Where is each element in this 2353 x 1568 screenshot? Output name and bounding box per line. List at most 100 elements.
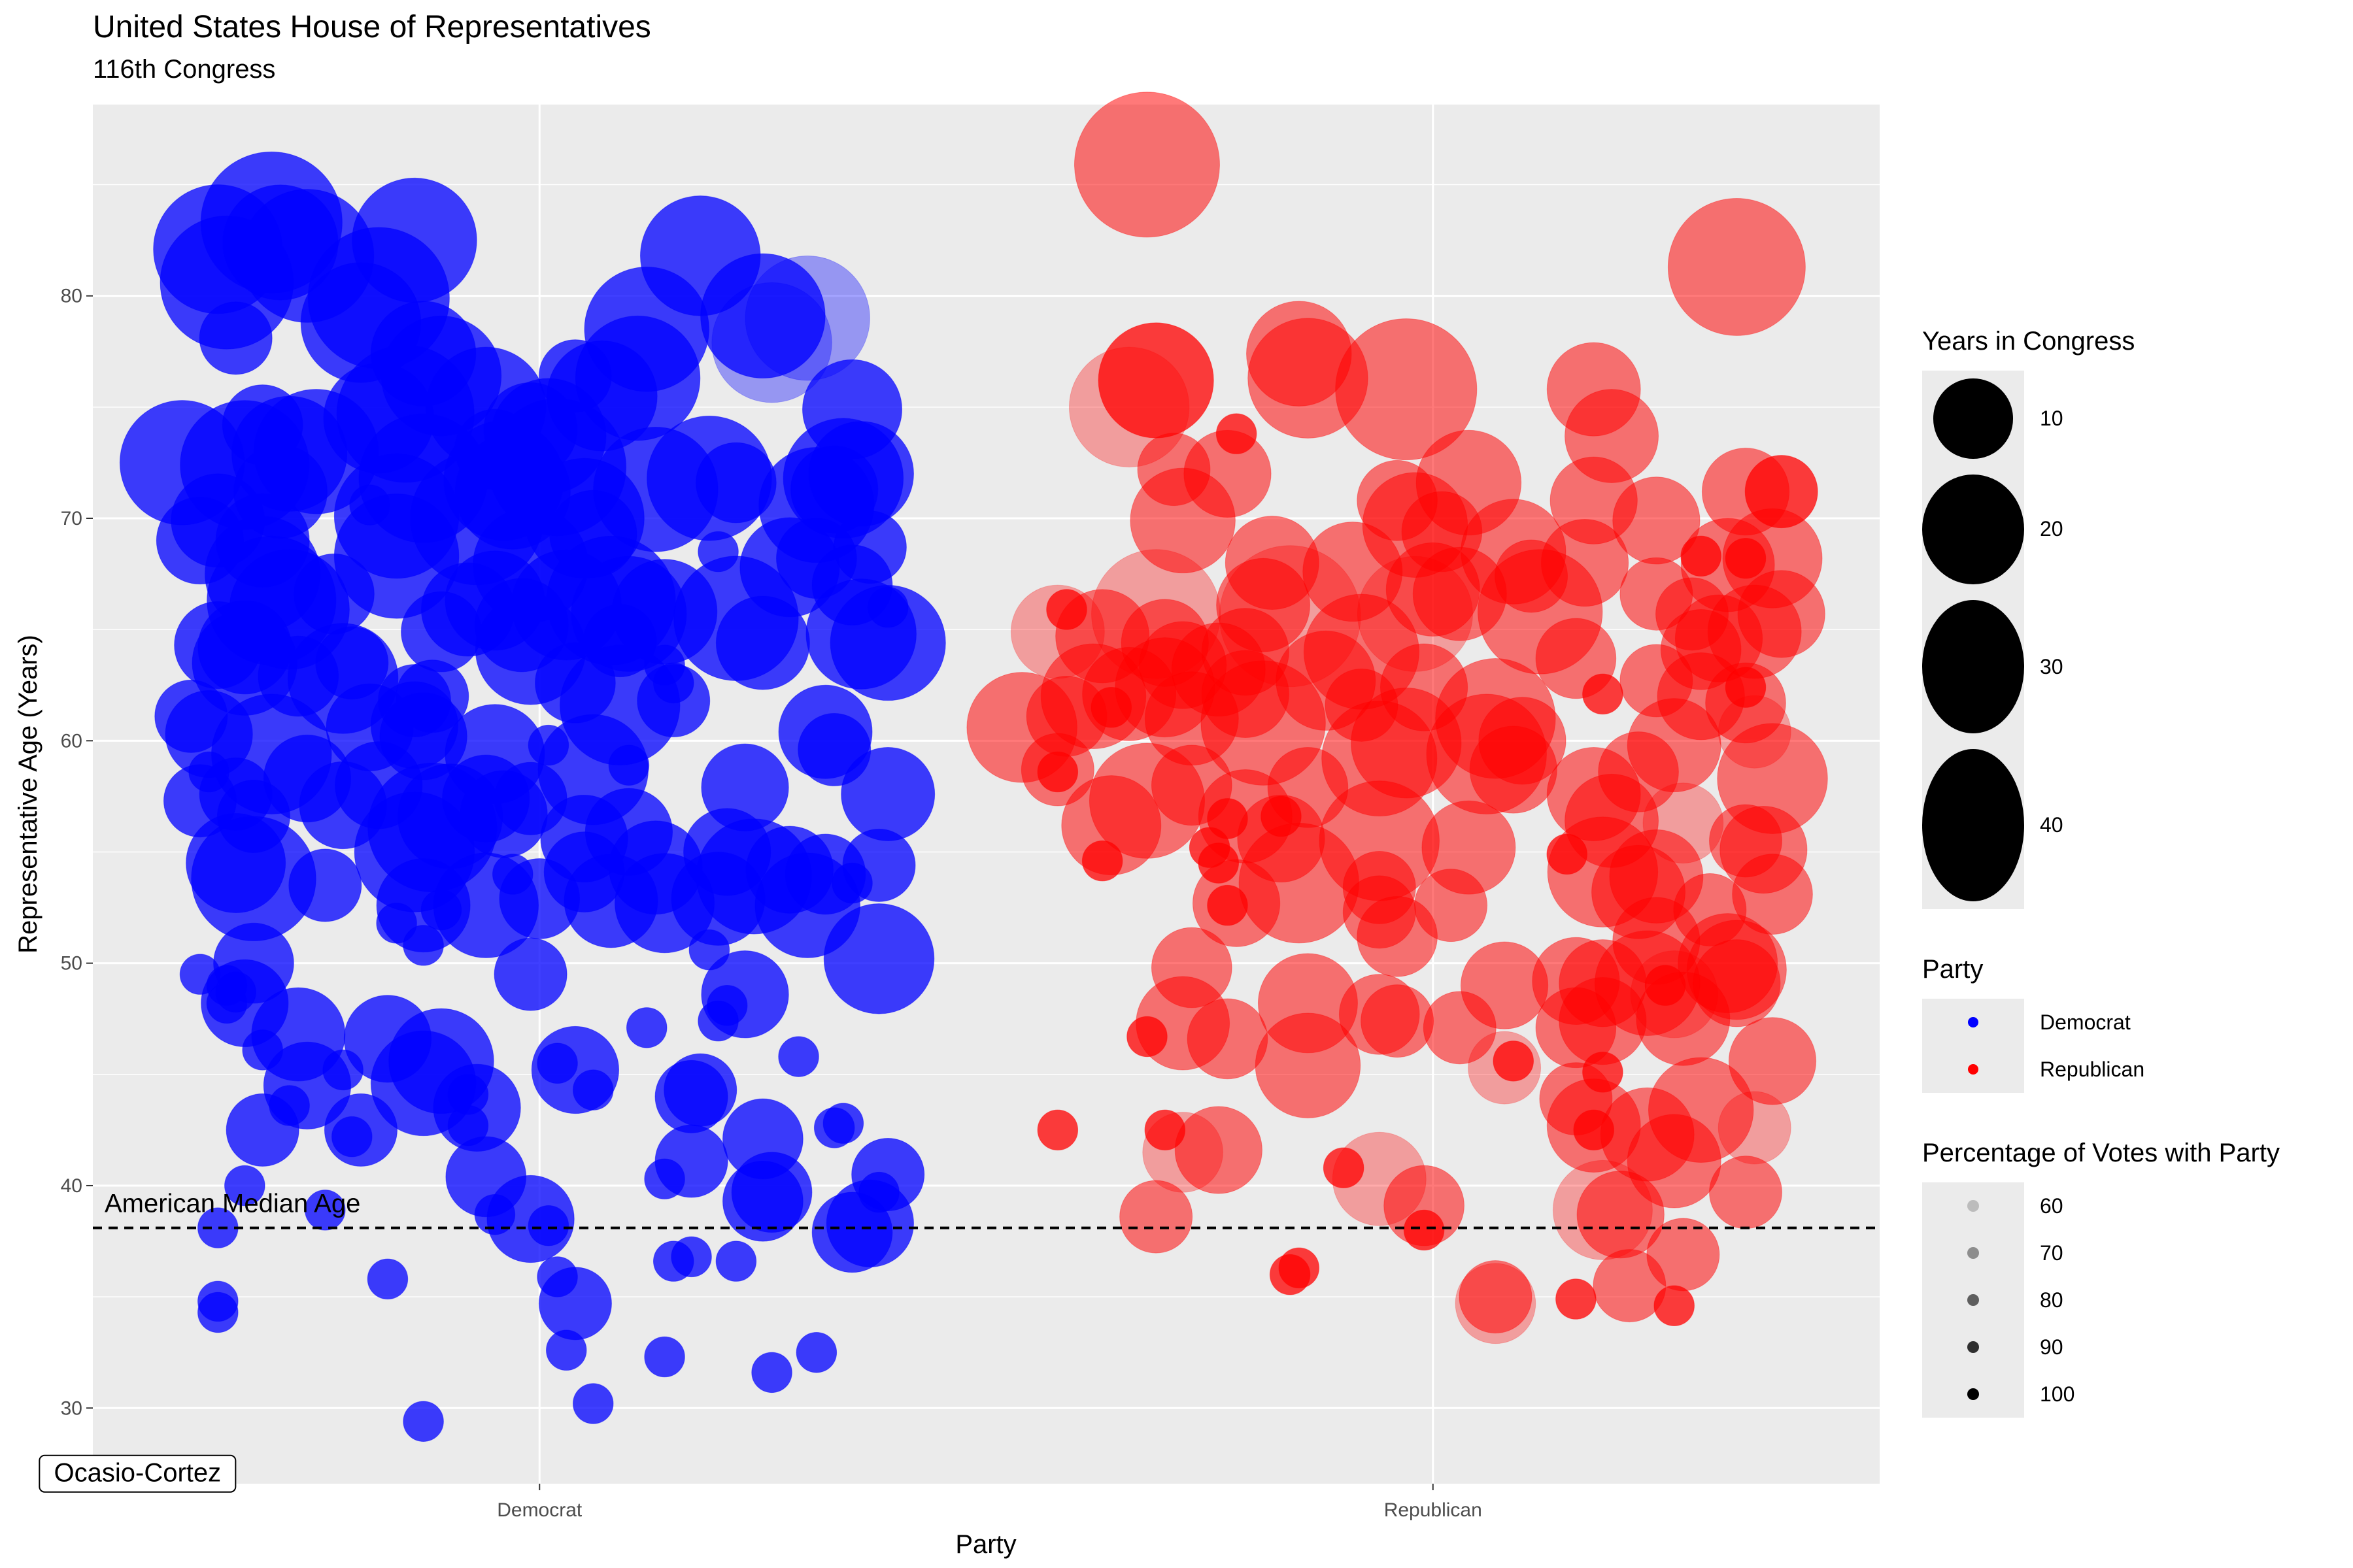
data-point-republican <box>1403 1209 1445 1251</box>
legend-size: Years in Congress 10 20 30 40 <box>1922 327 2341 910</box>
data-point-democrat <box>830 584 946 701</box>
x-tick-label: Democrat <box>497 1499 583 1521</box>
data-point-republican <box>1644 965 1686 1006</box>
legend-size-key <box>1922 466 2024 593</box>
legend-alpha: Percentage of Votes with Party 60 70 80 90 1… <box>1922 1139 2341 1418</box>
y-tick-label: 60 <box>61 730 82 752</box>
legend-alpha-label: 80 <box>2040 1288 2063 1312</box>
legend-size-label: 10 <box>2040 406 2063 430</box>
data-point-democrat <box>349 484 390 525</box>
data-point-democrat <box>537 1043 578 1084</box>
legend-size-label: 30 <box>2040 654 2063 678</box>
legend-alpha-dot <box>1967 1200 1979 1212</box>
data-point-republican <box>1074 92 1220 238</box>
data-point-republican <box>1046 589 1087 630</box>
data-point-republican <box>1144 1109 1186 1151</box>
y-tick-label: 30 <box>61 1397 82 1419</box>
data-point-democrat <box>700 253 826 379</box>
data-point-democrat <box>778 1036 819 1077</box>
data-point-republican <box>1207 884 1248 926</box>
legend-alpha-key <box>1922 1182 2024 1230</box>
data-point-democrat <box>528 1205 569 1246</box>
chart-subtitle: 116th Congress <box>93 55 276 84</box>
data-point-democrat <box>322 1049 364 1091</box>
data-point-democrat <box>537 1256 578 1297</box>
data-point-democrat <box>608 744 650 786</box>
legend-alpha-label: 90 <box>2040 1335 2063 1359</box>
data-point-republican <box>1459 1260 1532 1334</box>
data-point-republican <box>1119 1180 1193 1254</box>
data-point-republican <box>1098 322 1214 439</box>
data-point-republican <box>1126 1016 1168 1058</box>
data-point-democrat <box>751 1352 792 1393</box>
data-point-democrat <box>715 595 810 690</box>
data-point-democrat <box>188 751 229 793</box>
data-point-republican <box>1725 667 1767 708</box>
data-point-democrat <box>722 1160 804 1242</box>
data-point-democrat <box>403 1401 444 1442</box>
data-point-democrat <box>224 1165 265 1207</box>
data-point-democrat <box>652 662 694 704</box>
legend-party-dot <box>1968 1064 1978 1075</box>
data-point-republican <box>1414 869 1488 942</box>
y-tick-label: 70 <box>61 508 82 529</box>
y-tick-label: 80 <box>61 286 82 307</box>
legend-alpha-label: 100 <box>2040 1382 2075 1406</box>
legend-size-key <box>1922 592 2024 741</box>
data-point-republican <box>1725 538 1767 579</box>
legend-size-label: 40 <box>2040 813 2063 837</box>
legend-alpha-key <box>1922 1371 2024 1418</box>
annotation-label: Ocasio-Cortez <box>54 1459 222 1488</box>
data-point-republican <box>1582 1052 1623 1093</box>
data-point-democrat <box>688 929 730 971</box>
data-point-democrat <box>572 1069 614 1110</box>
data-point-democrat <box>858 1171 900 1213</box>
data-point-republican <box>1653 1285 1695 1326</box>
legend-size-label: 20 <box>2040 517 2063 541</box>
data-point-republican <box>1546 833 1587 875</box>
legend-alpha-dot <box>1967 1294 1979 1307</box>
legend-party: Party Democrat Republican <box>1922 955 2341 1093</box>
legend-alpha-item: 70 <box>1922 1229 2341 1277</box>
data-point-republican <box>1709 1156 1783 1229</box>
data-point-democrat <box>305 1190 346 1231</box>
legend-size-key <box>1922 741 2024 910</box>
data-point-democrat <box>403 925 444 966</box>
data-point-democrat <box>802 359 903 459</box>
data-point-democrat <box>654 1059 728 1133</box>
data-point-democrat <box>626 1007 668 1048</box>
legend-party-title: Party <box>1922 955 1984 984</box>
legend-alpha-label: 60 <box>2040 1193 2063 1218</box>
legend-size-item: 30 <box>1922 592 2341 741</box>
x-tick-label: Republican <box>1384 1499 1482 1521</box>
legend-alpha-item: 60 <box>1922 1182 2341 1230</box>
data-point-democrat <box>644 1336 685 1378</box>
data-point-democrat <box>269 1085 310 1126</box>
data-point-democrat <box>420 889 462 931</box>
data-point-democrat <box>199 301 273 375</box>
legend-size-item: 10 <box>1922 371 2341 467</box>
data-point-democrat <box>811 1192 893 1273</box>
x-tick-labels: Democrat Republican <box>497 1484 1482 1521</box>
x-axis-title: Party <box>955 1530 1016 1559</box>
data-point-democrat <box>841 747 936 841</box>
data-point-democrat <box>711 282 832 403</box>
legend-alpha-dot <box>1967 1388 1979 1401</box>
data-point-democrat <box>715 1241 757 1282</box>
data-point-republican <box>1255 1012 1361 1118</box>
data-point-democrat <box>698 1000 739 1042</box>
data-point-democrat <box>367 1258 409 1300</box>
legend-size-item: 20 <box>1922 466 2341 593</box>
legend-party-label: Republican <box>2040 1057 2145 1081</box>
y-tick-labels: 30 40 50 60 70 80 <box>61 286 93 1419</box>
data-points <box>119 92 1828 1442</box>
legend-alpha-dot <box>1967 1247 1979 1259</box>
data-point-democrat <box>197 1292 239 1333</box>
data-point-republican <box>1718 1091 1791 1165</box>
data-point-republican <box>1680 535 1721 577</box>
data-point-democrat <box>528 724 569 766</box>
y-axis-title: Representative Age (Years) <box>14 635 42 954</box>
data-point-democrat <box>215 971 256 1013</box>
data-point-republican <box>1493 1041 1534 1082</box>
legend-party-key <box>1922 1046 2024 1093</box>
